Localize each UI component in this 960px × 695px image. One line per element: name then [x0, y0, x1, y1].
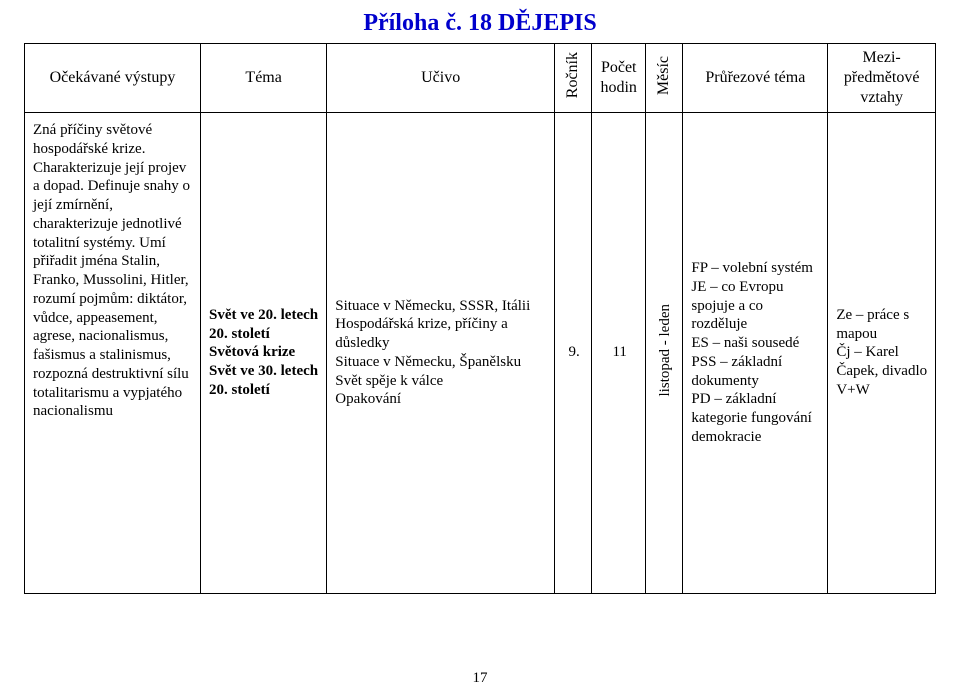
col-rocnik: Ročník — [555, 44, 592, 113]
col-prurezove-tema: Průřezové téma — [683, 44, 828, 113]
col-pocet-hodin: Počet hodin — [592, 44, 646, 113]
col-vztahy-3: vztahy — [860, 89, 903, 106]
prurez-line-2: JE – co Evropu spojuje a co rozděluje — [691, 279, 783, 333]
col-tema: Téma — [200, 44, 326, 113]
prurez-line-4: PSS – základní dokumenty — [691, 354, 782, 389]
tema-line-5: 20. století — [209, 382, 270, 398]
col-pocet-label-1: Počet — [601, 59, 637, 76]
tema-line-2: 20. století — [209, 326, 270, 342]
col-vztahy-2: předmětové — [844, 69, 920, 86]
col-mezipredmetove-vztahy: Mezi- předmětové vztahy — [828, 44, 936, 113]
page-number: 17 — [0, 670, 960, 687]
page-title: Příloha č. 18 DĚJEPIS — [24, 10, 936, 37]
col-pocet-label-2: hodin — [600, 79, 636, 96]
ucivo-line-4: Svět spěje k válce — [335, 373, 443, 389]
col-mesic: Měsíc — [646, 44, 683, 113]
col-ucivo: Učivo — [327, 44, 555, 113]
cell-vystupy: Zná příčiny světové hospodářské krize. C… — [25, 113, 201, 593]
tema-line-1: Svět ve 20. letech — [209, 307, 318, 323]
vztahy-line-2: Čj – Karel Čapek, divadlo V+W — [836, 344, 927, 398]
col-mesic-label: Měsíc — [656, 56, 672, 95]
ucivo-line-5: Opakování — [335, 391, 401, 407]
cell-hodin: 11 — [592, 113, 646, 593]
cell-mesic: listopad - leden — [646, 113, 683, 593]
vztahy-line-1: Ze – práce s mapou — [836, 307, 909, 342]
prurez-line-3: ES – naši sousedé — [691, 335, 799, 351]
col-vztahy-1: Mezi- — [863, 49, 901, 66]
tema-line-3: Světová krize — [209, 344, 295, 360]
cell-vztahy: Ze – práce s mapou Čj – Karel Čapek, div… — [828, 113, 936, 593]
header-table: Očekávané výstupy Téma Učivo Ročník Poče… — [24, 43, 936, 113]
ucivo-line-2: Hospodářská krize, příčiny a důsledky — [335, 316, 507, 351]
body-table: Zná příčiny světové hospodářské krize. C… — [24, 113, 936, 594]
ucivo-line-3: Situace v Německu, Španělsku — [335, 354, 521, 370]
cell-ucivo: Situace v Německu, SSSR, Itálii Hospodář… — [327, 113, 555, 593]
header-row: Očekávané výstupy Téma Učivo Ročník Poče… — [25, 44, 936, 113]
cell-rocnik: 9. — [555, 113, 592, 593]
cell-tema: Svět ve 20. letech 20. století Světová k… — [200, 113, 326, 593]
cell-prurez: FP – volební systém JE – co Evropu spoju… — [683, 113, 828, 593]
prurez-line-5: PD – základní kategorie fungování demokr… — [691, 391, 811, 445]
ucivo-line-1: Situace v Německu, SSSR, Itálii — [335, 298, 530, 314]
table-row: Zná příčiny světové hospodářské krize. C… — [25, 113, 936, 593]
col-ocekavane-vystupy: Očekávané výstupy — [25, 44, 201, 113]
tema-line-4: Svět ve 30. letech — [209, 363, 318, 379]
prurez-line-1: FP – volební systém — [691, 260, 813, 276]
mesic-label: listopad - leden — [658, 304, 673, 396]
col-rocnik-label: Ročník — [565, 52, 581, 98]
page: Příloha č. 18 DĚJEPIS Očekávané výstupy … — [0, 0, 960, 695]
